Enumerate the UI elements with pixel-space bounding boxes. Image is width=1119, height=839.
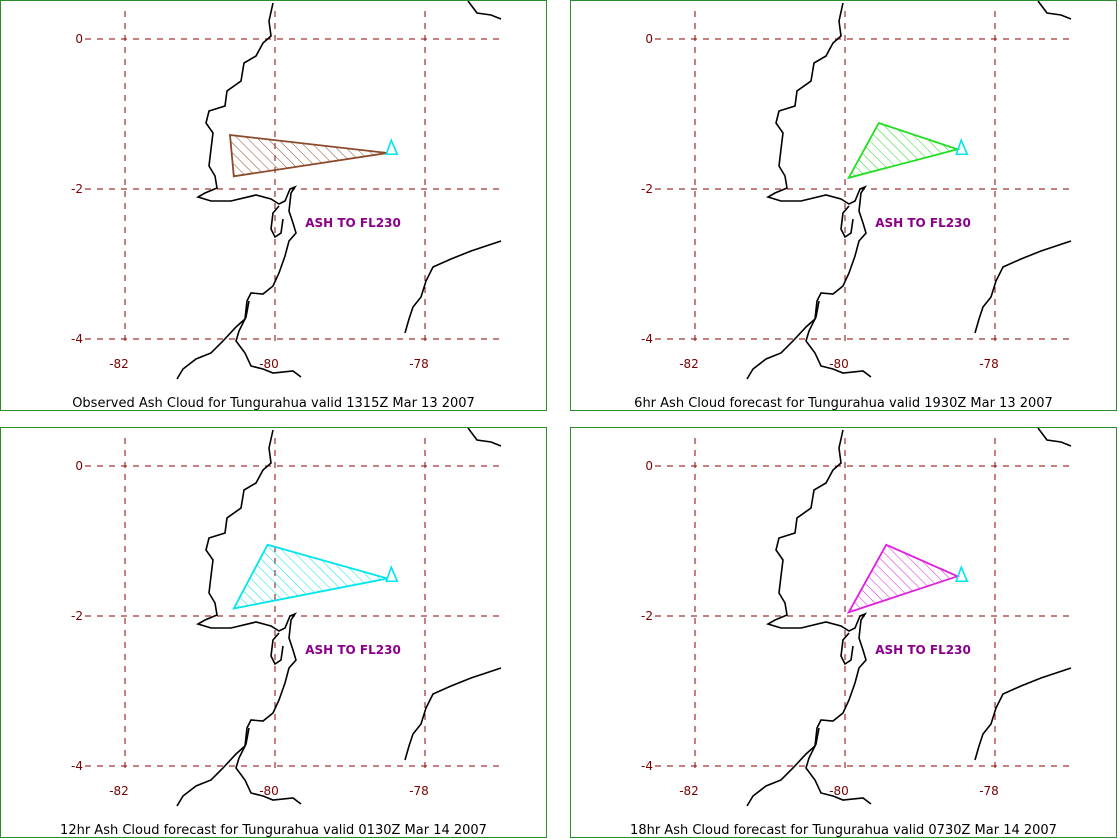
panel-caption: 12hr Ash Cloud forecast for Tungurahua v… — [60, 823, 487, 838]
volcano-icon — [955, 565, 969, 583]
map-18hr-forecast: 0 -2 -4 -82 -80 -78 ASH TO FL230 — [641, 428, 1072, 807]
panel-observed: 0 -2 -4 -82 -80 -78 ASH TO FL230 Observed Ash … — [0, 0, 547, 411]
ash-cloud-polygon — [846, 543, 961, 614]
coastline — [746, 2, 868, 380]
lat-tick-label: 0 — [75, 32, 83, 46]
lon-tick-label: -82 — [679, 357, 699, 371]
lon-tick-label: -80 — [259, 357, 279, 371]
coastline — [1037, 428, 1072, 447]
map-observed: 0 -2 -4 -82 -80 -78 ASH TO FL230 — [71, 1, 502, 380]
coastline — [467, 428, 502, 447]
lat-tick-label: -2 — [641, 182, 653, 196]
volcano-icon — [385, 565, 399, 583]
lat-tick-label: -2 — [71, 609, 83, 623]
lon-tick-label: -78 — [979, 784, 999, 798]
ash-level-label: ASH TO FL230 — [875, 643, 971, 657]
lat-tick-label: 0 — [75, 459, 83, 473]
coastline — [974, 240, 1072, 334]
coastline — [840, 205, 854, 239]
lon-tick-label: -78 — [409, 357, 429, 371]
coastline — [467, 1, 502, 20]
lon-tick-label: -80 — [829, 357, 849, 371]
ash-level-label: ASH TO FL230 — [875, 216, 971, 230]
ash-level-label: ASH TO FL230 — [305, 216, 401, 230]
panel-18hr-forecast: 0 -2 -4 -82 -80 -78 ASH TO FL230 18hr Ash Clou… — [570, 427, 1117, 838]
ash-cloud-polygon — [232, 543, 388, 610]
lon-tick-label: -82 — [109, 784, 129, 798]
coastline — [176, 429, 298, 807]
ash-cloud-polygon — [846, 121, 961, 180]
lon-tick-label: -80 — [259, 784, 279, 798]
lat-tick-label: -4 — [641, 759, 653, 773]
lat-tick-label: 0 — [645, 32, 653, 46]
volcano-icon — [385, 138, 399, 156]
lat-tick-label: -4 — [71, 759, 83, 773]
volcano-icon — [955, 138, 969, 156]
coastline — [805, 300, 872, 378]
coastline — [974, 667, 1072, 761]
lon-tick-label: -82 — [679, 784, 699, 798]
ash-cloud-polygon — [229, 133, 388, 178]
map-6hr-forecast: 0 -2 -4 -82 -80 -78 ASH TO FL230 — [641, 1, 1072, 380]
panel-caption: 6hr Ash Cloud forecast for Tungurahua va… — [634, 396, 1053, 411]
coastline — [840, 632, 854, 666]
panel-caption: Observed Ash Cloud for Tungurahua valid … — [72, 396, 475, 411]
lat-tick-label: -2 — [641, 609, 653, 623]
coastline — [235, 727, 302, 805]
lat-tick-label: -4 — [641, 332, 653, 346]
coastline — [270, 632, 284, 666]
coastline — [805, 727, 872, 805]
coastline — [1037, 1, 1072, 20]
coastline — [235, 300, 302, 378]
coastline — [746, 429, 868, 807]
lon-tick-label: -78 — [979, 357, 999, 371]
coastline — [404, 667, 502, 761]
coastline — [404, 240, 502, 334]
lat-tick-label: 0 — [645, 459, 653, 473]
ash-level-label: ASH TO FL230 — [305, 643, 401, 657]
coastline — [176, 2, 298, 380]
panel-caption: 18hr Ash Cloud forecast for Tungurahua v… — [630, 823, 1057, 838]
panel-6hr-forecast: 0 -2 -4 -82 -80 -78 ASH TO FL230 6hr Ash Cloud… — [570, 0, 1117, 411]
lon-tick-label: -78 — [409, 784, 429, 798]
coastline — [270, 205, 284, 239]
lon-tick-label: -82 — [109, 357, 129, 371]
panel-12hr-forecast: 0 -2 -4 -82 -80 -78 ASH TO FL230 12hr Ash Clou… — [0, 427, 547, 838]
lat-tick-label: -4 — [71, 332, 83, 346]
lat-tick-label: -2 — [71, 182, 83, 196]
map-12hr-forecast: 0 -2 -4 -82 -80 -78 ASH TO FL230 — [71, 428, 502, 807]
lon-tick-label: -80 — [829, 784, 849, 798]
